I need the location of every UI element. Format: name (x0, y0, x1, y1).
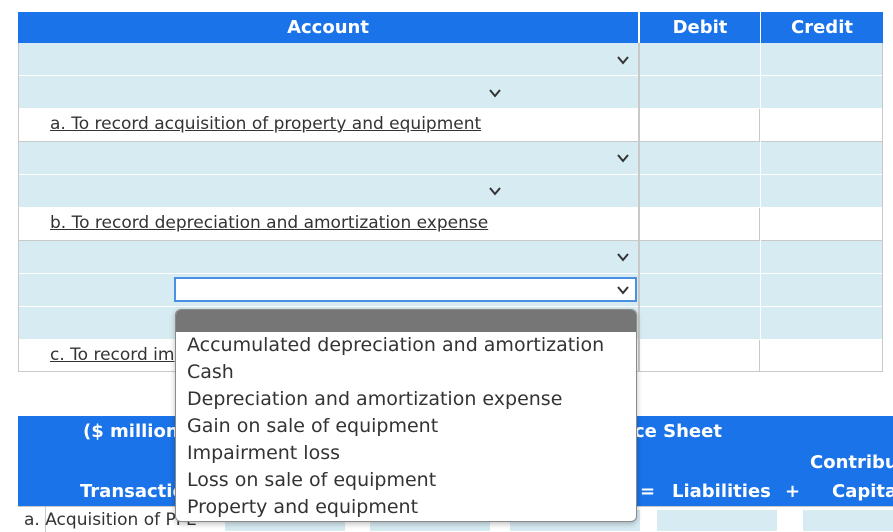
debit-cell-label-b (640, 208, 760, 241)
dropdown-option[interactable]: Cash (187, 361, 234, 383)
entry-label-c[interactable]: c. To record im (50, 345, 175, 365)
credit-header: Credit (761, 12, 883, 43)
account-dropdown-list[interactable]: Accumulated depreciation and amortizatio… (175, 309, 637, 522)
column-divider (638, 43, 640, 372)
chevron-down-icon (489, 89, 501, 98)
chevron-down-icon (617, 56, 629, 65)
account-select-active[interactable] (174, 277, 637, 302)
entry-label-row-a: a. To record acquisition of property and… (19, 109, 638, 142)
debit-input-row9[interactable] (640, 307, 760, 340)
credit-input-row9[interactable] (761, 307, 882, 340)
account-select-row7[interactable] (19, 241, 638, 274)
chevron-down-icon (489, 187, 501, 196)
chevron-down-icon (617, 253, 629, 262)
credit-input-row4[interactable] (761, 142, 882, 175)
debit-input-row7[interactable] (640, 241, 760, 274)
debit-cell-label-a (640, 109, 760, 142)
credit-cell-label-b (761, 208, 882, 241)
liabilities-input-a[interactable] (657, 510, 777, 532)
credit-cell-label-a (761, 109, 882, 142)
equals-sign: = (640, 481, 656, 502)
account-select-row2[interactable] (19, 76, 638, 109)
dropdown-option[interactable]: Loss on sale of equipment (187, 469, 437, 491)
table-right-border (882, 43, 883, 372)
contributed-header-bottom: Capita (832, 481, 893, 502)
contributed-capital-input-a[interactable] (803, 510, 893, 532)
dropdown-empty-option[interactable] (176, 310, 636, 332)
credit-input-row5[interactable] (761, 175, 882, 208)
entry-label-row-b: b. To record depreciation and amortizati… (19, 208, 638, 241)
credit-input-row1[interactable] (761, 43, 882, 76)
debit-input-row1[interactable] (640, 43, 760, 76)
dropdown-option[interactable]: Impairment loss (187, 442, 341, 464)
plus-sign: + (785, 481, 801, 502)
units-label: ($ millions (83, 421, 190, 442)
debit-input-row8[interactable] (640, 274, 760, 307)
entry-label-a[interactable]: a. To record acquisition of property and… (50, 114, 482, 134)
account-select-row5[interactable] (19, 175, 638, 208)
liabilities-header: Liabilities (672, 481, 771, 502)
account-select-row1[interactable] (19, 43, 638, 76)
credit-input-row2[interactable] (761, 76, 882, 109)
debit-input-row2[interactable] (640, 76, 760, 109)
account-header: Account (18, 12, 638, 43)
debit-cell-label-c (640, 340, 760, 371)
chevron-down-icon (617, 286, 629, 295)
contributed-header-top: Contribu (810, 452, 893, 473)
debit-input-row5[interactable] (640, 175, 760, 208)
transaction-header: Transactio (80, 481, 185, 502)
dropdown-option[interactable]: Property and equipment (187, 496, 419, 518)
dropdown-option[interactable]: Depreciation and amortization expense (187, 388, 563, 410)
dropdown-option[interactable]: Gain on sale of equipment (187, 415, 439, 437)
entry-label-b[interactable]: b. To record depreciation and amortizati… (50, 213, 489, 233)
credit-input-row7[interactable] (761, 241, 882, 274)
chevron-down-icon (617, 154, 629, 163)
debit-input-row4[interactable] (640, 142, 760, 175)
dropdown-option[interactable]: Accumulated depreciation and amortizatio… (187, 334, 605, 356)
table-left-border (18, 43, 19, 372)
account-select-row4[interactable] (19, 142, 638, 175)
row-a-label: a. Acquisition of PPE (24, 510, 197, 530)
credit-input-row8[interactable] (761, 274, 882, 307)
credit-cell-label-c (761, 340, 882, 371)
debit-header: Debit (640, 12, 760, 43)
row-divider (45, 507, 46, 532)
balance-sheet-title: ce Sheet (634, 421, 722, 442)
